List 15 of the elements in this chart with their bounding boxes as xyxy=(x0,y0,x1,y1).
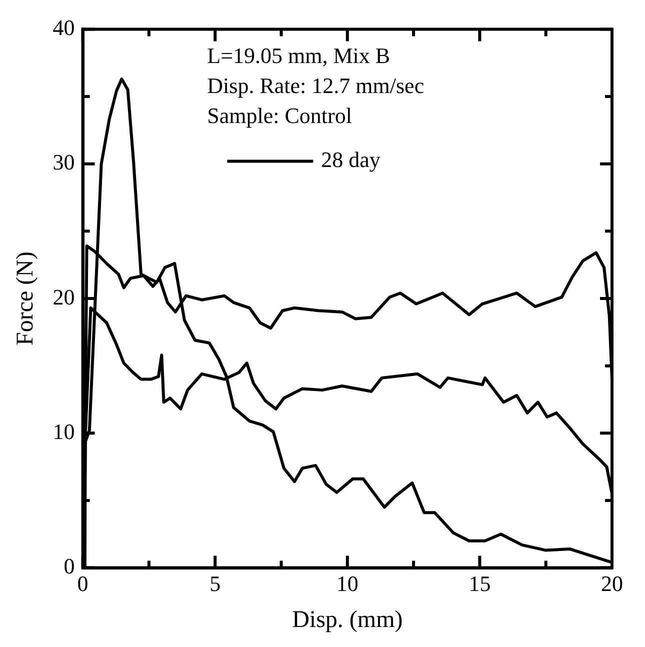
annotation: L=19.05 mm, Mix B xyxy=(207,42,390,68)
x-tick-label: 10 xyxy=(336,570,358,596)
y-tick-label: 40 xyxy=(52,14,75,40)
legend-label: 28 day xyxy=(321,146,380,172)
y-tick-label: 10 xyxy=(52,418,75,444)
x-axis-title: Disp. (mm) xyxy=(292,606,403,633)
y-tick-label: 0 xyxy=(64,554,75,579)
y-tick-label: 20 xyxy=(52,284,75,310)
annotation: Sample: Control xyxy=(207,102,352,128)
annotation: Disp. Rate: 12.7 mm/sec xyxy=(207,72,424,98)
x-tick-label: 15 xyxy=(468,570,491,596)
y-tick-label: 30 xyxy=(52,150,75,175)
x-tick-label: 5 xyxy=(210,570,221,596)
x-tick-label: 20 xyxy=(601,570,623,596)
y-axis-title: Force (N) xyxy=(12,252,39,346)
